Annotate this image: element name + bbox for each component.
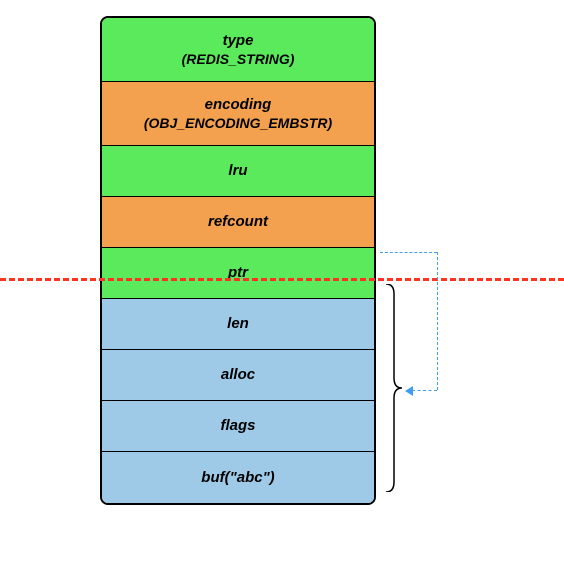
row-encoding-label: encoding xyxy=(205,95,272,115)
row-lru: lru xyxy=(102,146,374,197)
row-flags: flags xyxy=(102,401,374,452)
row-type-sublabel: (REDIS_STRING) xyxy=(182,50,295,68)
row-alloc: alloc xyxy=(102,350,374,401)
row-len: len xyxy=(102,299,374,350)
brace-right xyxy=(384,284,404,492)
row-buf-label: buf("abc") xyxy=(201,468,274,488)
row-encoding-sublabel: (OBJ_ENCODING_EMBSTR) xyxy=(144,114,332,132)
row-flags-label: flags xyxy=(220,416,255,436)
row-lru-label: lru xyxy=(228,161,247,181)
arrow-head-icon xyxy=(405,386,413,396)
row-alloc-label: alloc xyxy=(221,365,255,385)
struct-container: type(REDIS_STRING)encoding(OBJ_ENCODING_… xyxy=(100,16,376,505)
row-type-label: type xyxy=(223,31,254,51)
row-refcount: refcount xyxy=(102,197,374,248)
row-type: type(REDIS_STRING) xyxy=(102,18,374,82)
row-len-label: len xyxy=(227,314,249,334)
divider-line xyxy=(0,278,564,281)
row-encoding: encoding(OBJ_ENCODING_EMBSTR) xyxy=(102,82,374,146)
row-buf: buf("abc") xyxy=(102,452,374,503)
row-refcount-label: refcount xyxy=(208,212,268,232)
row-ptr: ptr xyxy=(102,248,374,299)
